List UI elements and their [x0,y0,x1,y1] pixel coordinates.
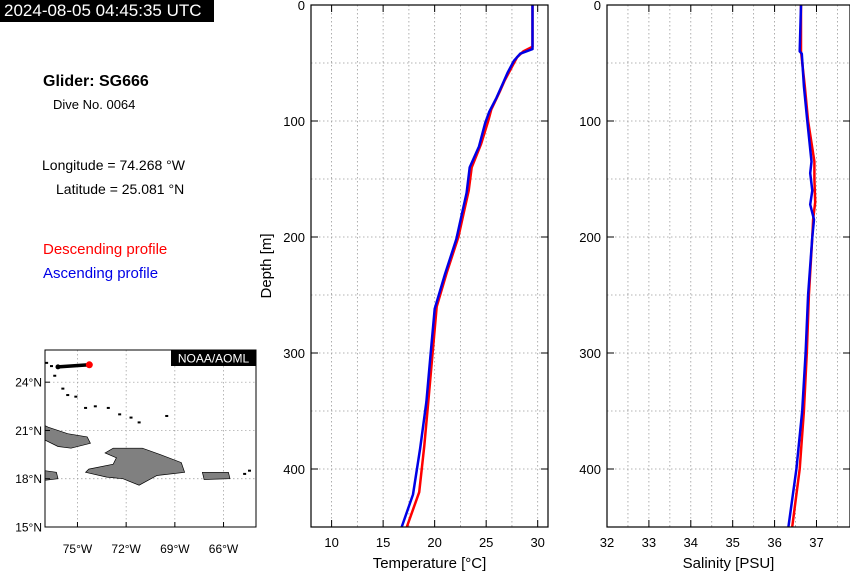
dive-number: Dive No. 0064 [53,97,136,112]
map-frame [44,349,257,528]
latitude-readout: Latitude = 25.081 °N [56,181,185,197]
map-puerto-rico [201,471,231,480]
temperature-ytick-label: 300 [283,346,305,361]
glider-title: Glider: SG666 [43,73,149,90]
legend-ascending: Ascending profile [43,265,159,282]
map-cuba [45,425,91,449]
temperature-series-ascending [400,5,534,527]
map-lat-label: 24°N [15,376,42,390]
map-island [61,387,65,390]
salinity-ytick-label: 100 [579,114,601,129]
map-glider-track [57,363,90,369]
map-island [84,406,88,409]
temperature-xtick-label: 10 [324,535,338,550]
map-island [165,414,169,417]
salinity-xtick-label: 35 [725,535,739,550]
map-island [66,394,70,397]
salinity-ytick-label: 0 [594,0,601,13]
map-island [118,413,122,416]
temperature-ytick-label: 0 [298,0,305,13]
map-island [129,416,133,419]
map-lon-label: 75°W [63,542,93,556]
salinity-xtick-label: 33 [642,535,656,550]
map-credit: NOAA/AOML [178,352,250,366]
map-island [243,472,247,475]
temperature-xlabel: Temperature [°C] [373,555,487,572]
salinity-ytick-label: 200 [579,230,601,245]
map-lat-label: 18°N [15,472,42,486]
map-island [93,405,97,408]
salinity-xlabel: Salinity [PSU] [683,555,775,572]
temperature-xtick-label: 25 [479,535,493,550]
map-island [137,421,141,424]
map-credit-box [171,350,256,366]
temperature-xtick-label: 20 [427,535,441,550]
legend-descending: Descending profile [43,241,168,258]
temperature-ytick-label: 400 [283,462,305,477]
map-lon-label: 72°W [111,542,141,556]
salinity-xtick-label: 34 [684,535,698,550]
temperature-ytick-label: 200 [283,230,305,245]
map-content [45,350,256,527]
temperature-frame [310,4,549,528]
map-lat-label: 21°N [15,424,42,438]
map-island [53,374,57,377]
map-island [248,469,252,472]
salinity-ytick-label: 400 [579,462,601,477]
salinity-ytick-label: 300 [579,346,601,361]
temperature-series-descending [405,5,534,527]
map-hispaniola [84,447,186,486]
temperature-ylabel: Depth [m] [258,233,275,298]
salinity-series-descending [790,5,817,527]
map-lon-label: 66°W [209,542,239,556]
salinity-xtick-label: 37 [809,535,823,550]
temperature-xtick-label: 15 [376,535,390,550]
salinity-frame [606,4,850,528]
map-ocean [45,350,256,527]
map-lat-label: 15°N [15,521,42,535]
salinity-xtick-label: 36 [767,535,781,550]
salinity-series-ascending [787,5,816,527]
longitude-readout: Longitude = 74.268 °W [42,157,185,173]
map-island [74,395,78,398]
map-island [45,361,49,364]
map-current-position [85,361,93,369]
temperature-xtick-label: 30 [530,535,544,550]
map-jamaica [45,470,59,481]
temperature-ytick-label: 100 [283,114,305,129]
map-island [49,365,53,368]
map-island [106,406,110,409]
timestamp-banner: 2024-08-05 04:45:35 UTC [0,0,214,22]
salinity-xtick-label: 32 [600,535,614,550]
map-track-start [55,364,61,370]
map-lon-label: 69°W [160,542,190,556]
